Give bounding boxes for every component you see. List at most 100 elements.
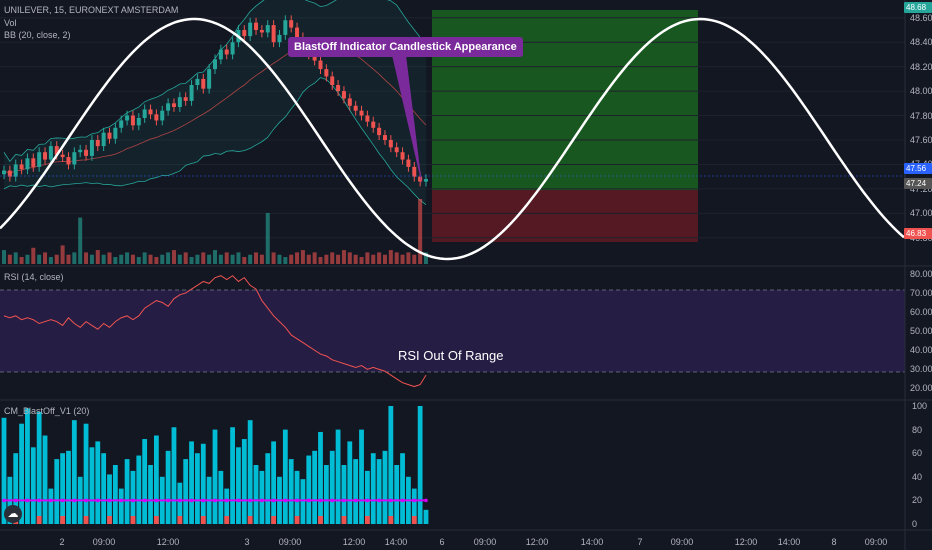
threshold-dot bbox=[318, 498, 323, 503]
time-tick-label: 14:00 bbox=[777, 537, 801, 547]
blastoff-bar bbox=[142, 439, 148, 524]
rsi-annotation: RSI Out Of Range bbox=[398, 348, 504, 363]
threshold-dot bbox=[236, 498, 241, 503]
volume-bar bbox=[136, 257, 141, 264]
threshold-dot bbox=[37, 498, 41, 503]
volume-bar bbox=[230, 254, 235, 264]
volume-bar bbox=[371, 254, 376, 264]
volume-bar bbox=[336, 254, 341, 264]
bollinger-label: BB (20, close, 2) bbox=[4, 30, 71, 40]
time-tick-label: 3 bbox=[244, 537, 250, 547]
blastoff-bar bbox=[95, 441, 101, 524]
candle-body bbox=[330, 76, 335, 85]
time-tick-label: 09:00 bbox=[92, 537, 116, 547]
blastoff-bar bbox=[318, 431, 323, 524]
blastoff-bar bbox=[282, 429, 288, 524]
blastoff-bar bbox=[288, 459, 294, 524]
volume-bar bbox=[347, 252, 352, 264]
volume-bar bbox=[119, 254, 124, 264]
blastoff-bar-red bbox=[341, 516, 347, 524]
candle-body bbox=[424, 179, 428, 182]
candle-body bbox=[213, 59, 217, 70]
candle-body bbox=[119, 120, 124, 128]
blastoff-bar bbox=[400, 453, 405, 524]
candle-body bbox=[224, 49, 229, 55]
threshold-dot bbox=[213, 498, 217, 503]
blastoff-bar bbox=[30, 447, 36, 524]
blastoff-bar bbox=[165, 450, 171, 524]
blastoff-bar bbox=[370, 453, 376, 524]
threshold-dot bbox=[95, 498, 100, 503]
volume-bar bbox=[324, 254, 329, 264]
blastoff-bar bbox=[1, 417, 7, 524]
blastoff-bar bbox=[212, 429, 218, 524]
price-tag: 47.56 bbox=[904, 163, 932, 175]
time-tick-label: 2 bbox=[59, 537, 65, 547]
rsi-tick-label: 40.00 bbox=[910, 345, 932, 356]
blastoff-bar bbox=[417, 406, 423, 524]
blastoff-bar bbox=[42, 435, 48, 524]
candle-body bbox=[154, 114, 159, 121]
candle-body bbox=[37, 152, 42, 167]
candle-body bbox=[271, 25, 276, 43]
blastoff-bar bbox=[66, 450, 71, 524]
volume-bar bbox=[418, 199, 423, 264]
candle-body bbox=[324, 69, 329, 77]
volume-bar bbox=[388, 250, 393, 264]
time-tick-label: 14:00 bbox=[580, 537, 604, 547]
blastoff-bar-red bbox=[153, 516, 159, 524]
blastoff-bar bbox=[294, 470, 300, 524]
volume-bar bbox=[89, 254, 94, 264]
threshold-dot bbox=[60, 498, 65, 503]
blastoff-bar bbox=[323, 465, 329, 524]
price-tick-label: 48.60 bbox=[910, 12, 932, 23]
volume-bar bbox=[48, 257, 53, 264]
threshold-dot bbox=[224, 498, 229, 503]
volume-bar bbox=[318, 257, 323, 264]
candle-body bbox=[189, 85, 194, 101]
blastoff-bars bbox=[1, 406, 429, 524]
candle-body bbox=[347, 98, 352, 106]
volume-bar bbox=[412, 254, 417, 264]
blastoff-bar bbox=[83, 423, 89, 524]
threshold-dot bbox=[166, 498, 170, 503]
blastoff-bar bbox=[112, 465, 118, 524]
volume-bar bbox=[54, 254, 59, 264]
threshold-dot bbox=[142, 498, 147, 503]
threshold-dot bbox=[283, 498, 288, 503]
blastoff-bar bbox=[101, 453, 107, 524]
time-tick-label: 09:00 bbox=[670, 537, 694, 547]
volume-bar bbox=[259, 254, 264, 264]
threshold-dot bbox=[306, 498, 311, 503]
volume-bar bbox=[72, 252, 77, 264]
volume-bar bbox=[201, 252, 206, 264]
candle-body bbox=[265, 25, 270, 33]
candle-body bbox=[166, 103, 171, 111]
blastoff-bar bbox=[236, 447, 241, 524]
rsi-label: RSI (14, close) bbox=[4, 272, 64, 282]
blastoff-bar bbox=[48, 488, 54, 524]
cycle-sine-wave bbox=[0, 17, 905, 261]
blastoff-bar-red bbox=[36, 516, 42, 524]
candle-body bbox=[31, 158, 36, 167]
time-tick-label: 09:00 bbox=[278, 537, 302, 547]
volume-bar bbox=[148, 254, 153, 264]
volume-bar bbox=[142, 252, 147, 264]
candle-body bbox=[377, 127, 382, 136]
volume-bar bbox=[13, 252, 18, 264]
candle-body bbox=[359, 110, 364, 116]
time-tick-label: 12:00 bbox=[525, 537, 549, 547]
candle-body bbox=[283, 20, 288, 35]
rsi-tick-label: 70.00 bbox=[910, 287, 932, 298]
volume-bar bbox=[7, 254, 12, 264]
blastoff-bar bbox=[71, 420, 77, 524]
threshold-dot bbox=[295, 498, 299, 503]
cloud-logo-icon[interactable]: ☁ bbox=[4, 505, 22, 523]
blastoff-tick-label: 40 bbox=[912, 471, 923, 482]
blastoff-bar bbox=[19, 423, 24, 524]
threshold-dot bbox=[119, 498, 124, 503]
volume-bar bbox=[43, 252, 48, 264]
blastoff-bar-red bbox=[388, 516, 394, 524]
volume-bar bbox=[171, 250, 176, 264]
candle-body bbox=[400, 152, 405, 160]
